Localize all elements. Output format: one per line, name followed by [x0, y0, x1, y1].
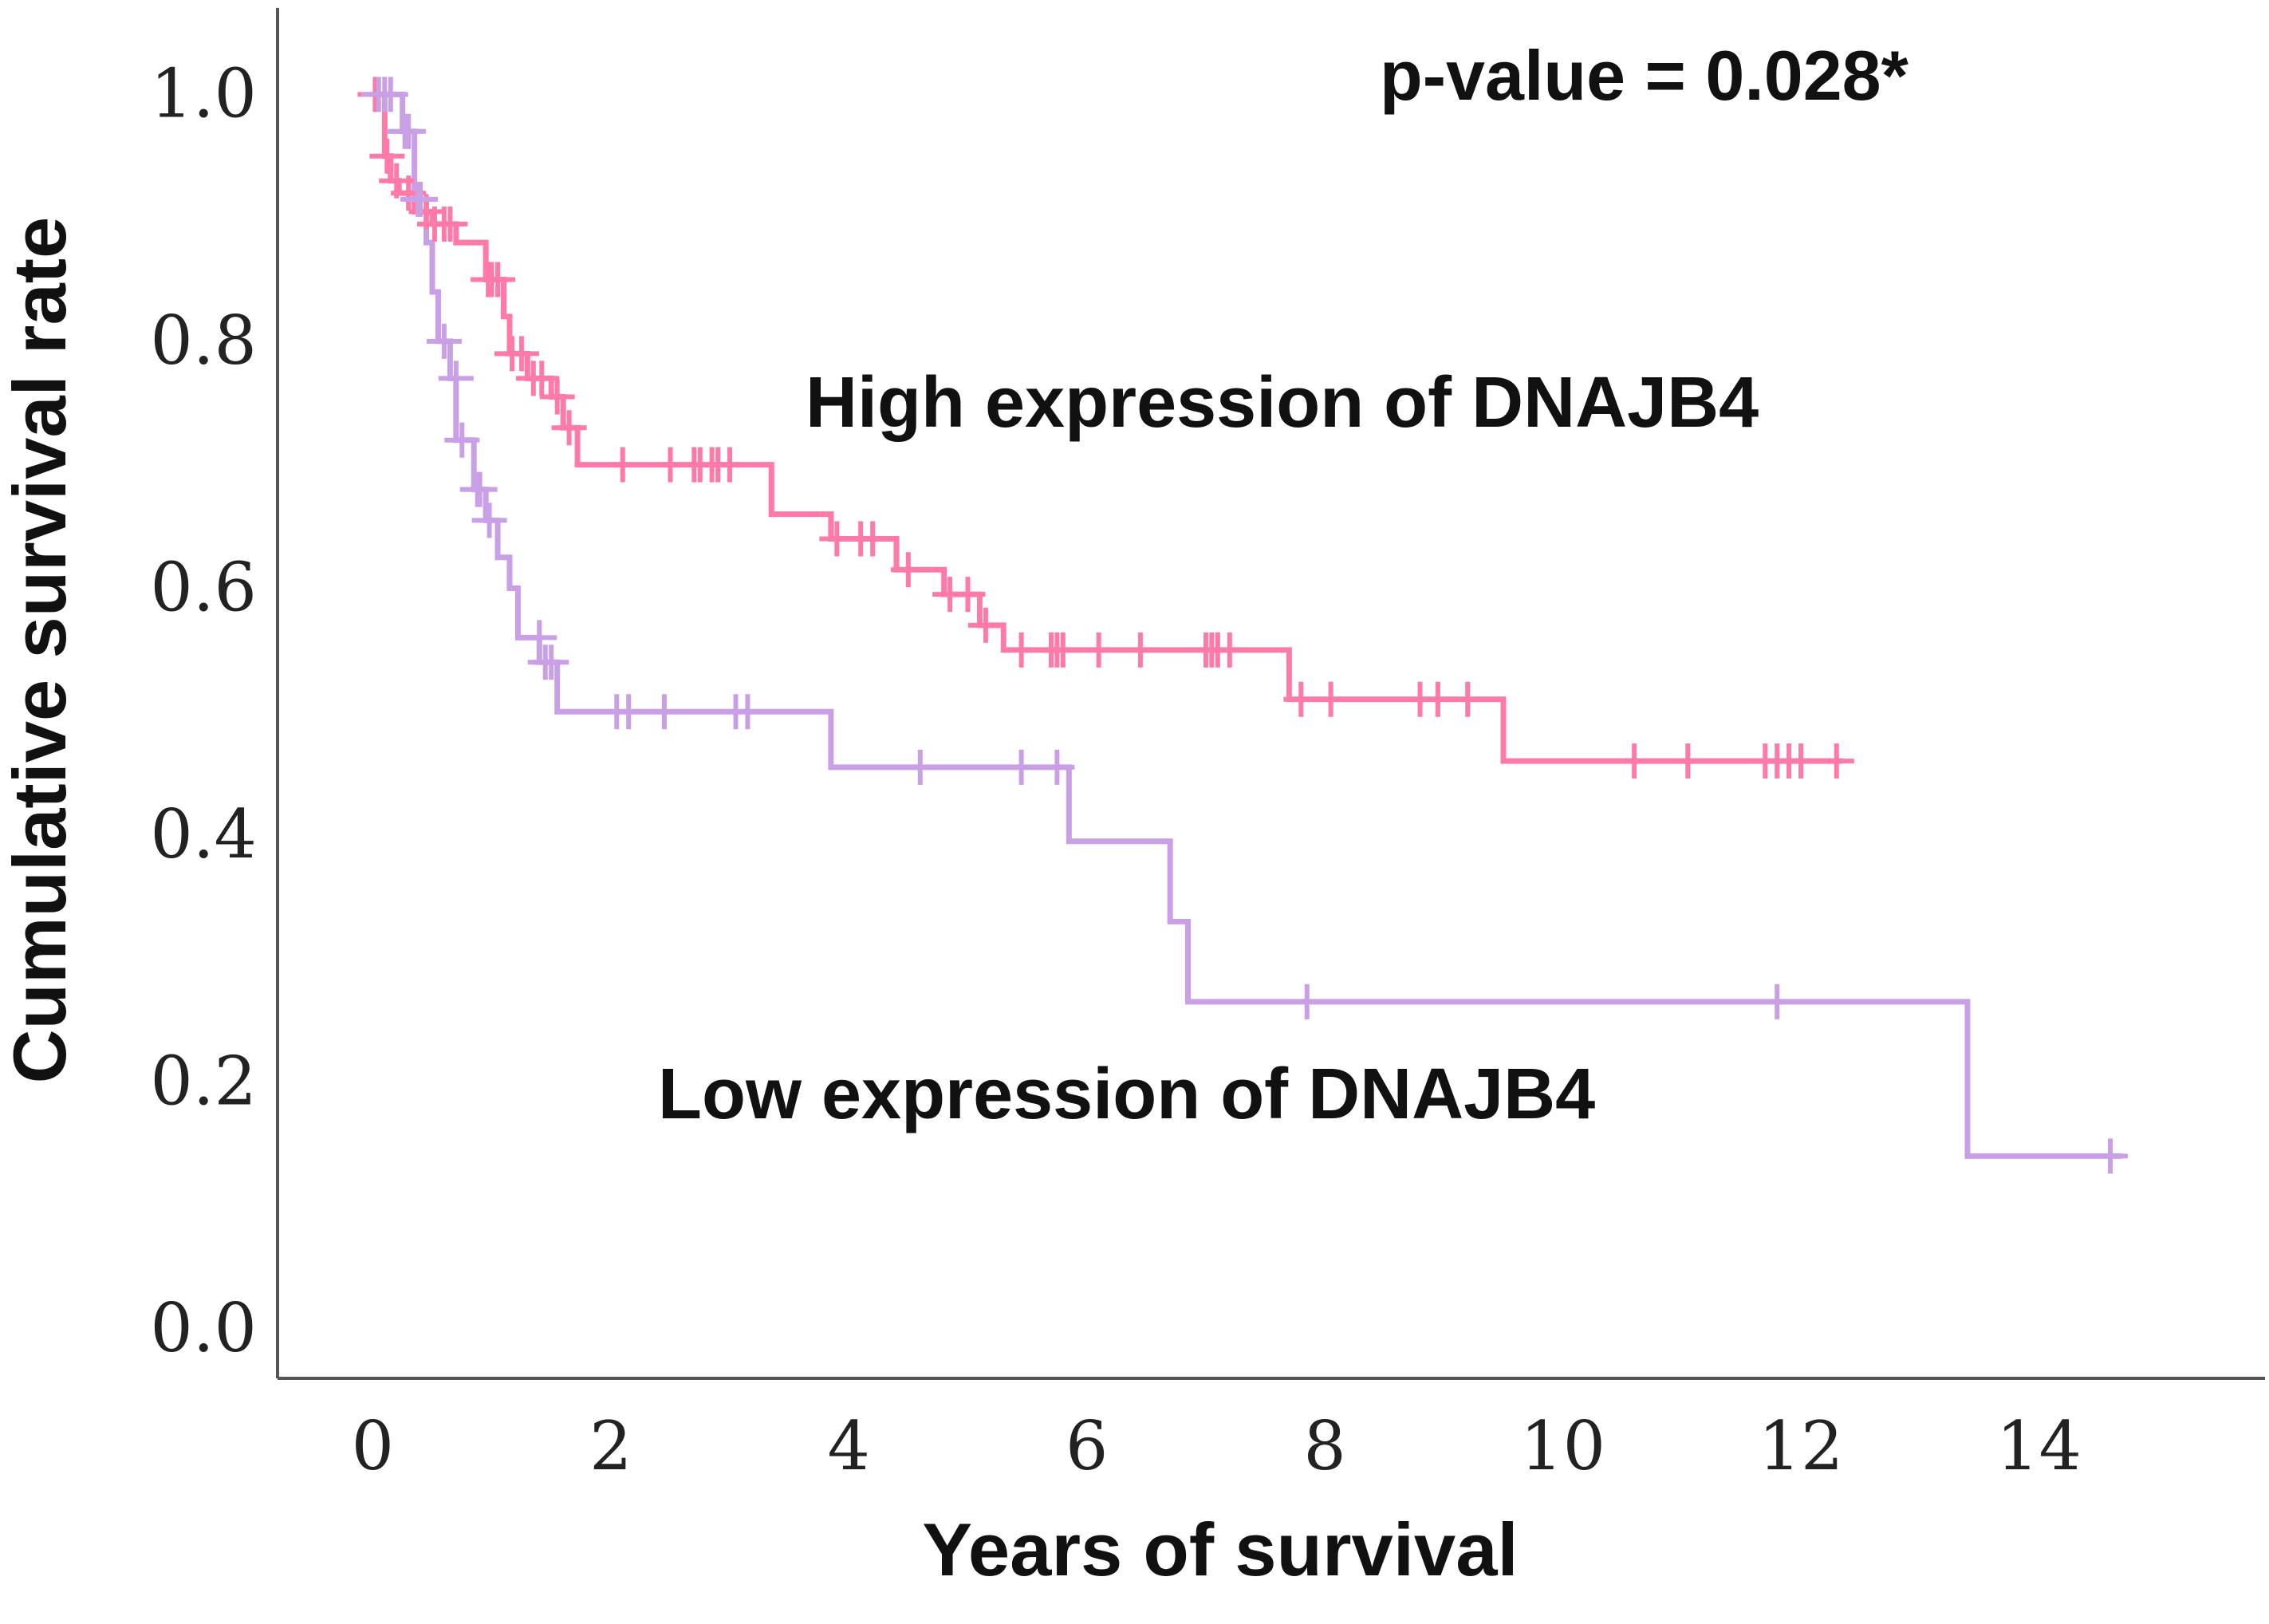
low-censor-mark — [438, 361, 474, 396]
high-censor-mark — [967, 607, 1003, 643]
low-censor-mark — [403, 181, 439, 217]
high-censor-mark — [890, 552, 926, 588]
low-censor-mark — [391, 113, 427, 149]
high-censor-mark — [1283, 681, 1319, 717]
y-tick-label: 1.0 — [150, 54, 257, 132]
high-censor-mark — [524, 361, 560, 396]
high-censor-mark — [855, 521, 891, 557]
low-censor-mark — [444, 422, 480, 458]
x-axis-title: Years of survival — [922, 1508, 1518, 1591]
low-censor-mark — [1039, 749, 1075, 785]
x-tick-label: 4 — [828, 1407, 870, 1485]
high-censor-mark — [605, 447, 640, 483]
y-axis-title: Cumulative survival rate — [0, 217, 81, 1084]
low-censor-mark — [730, 694, 766, 730]
low-censor-mark — [646, 694, 682, 730]
x-tick-label: 8 — [1303, 1407, 1345, 1485]
low-censor-mark — [1759, 983, 1795, 1019]
high-censor-mark — [551, 410, 587, 446]
low-censor-mark — [471, 503, 507, 538]
high-censor-mark — [1211, 632, 1247, 668]
y-tick-label: 0.2 — [150, 1043, 257, 1121]
y-tick-labels: 0.0 0.2 0.4 0.6 0.8 1.0 — [150, 54, 257, 1367]
high-censor-mark — [1783, 743, 1819, 779]
x-tick-label: 0 — [352, 1407, 394, 1485]
high-censor-mark — [1818, 743, 1854, 779]
high-censor-mark — [1081, 632, 1117, 668]
low-censor-mark — [426, 323, 462, 359]
x-tick-label: 6 — [1066, 1407, 1108, 1485]
y-tick-label: 0.4 — [150, 795, 257, 873]
high-censor-mark — [1617, 743, 1653, 779]
high-censor-mark — [432, 206, 468, 242]
high-censor-mark — [369, 138, 405, 174]
axes — [276, 8, 2265, 1380]
x-tick-label: 12 — [1759, 1407, 1844, 1485]
low-censor-mark — [611, 694, 647, 730]
low-censor-mark — [462, 471, 498, 507]
high-expression-label: High expression of DNAJB4 — [806, 363, 1759, 443]
y-tick-label: 0.8 — [150, 302, 257, 380]
low-censor-mark — [2093, 1138, 2129, 1174]
low-censor-mark — [1289, 983, 1325, 1019]
x-tick-label: 2 — [589, 1407, 632, 1485]
high-censor-mark — [1670, 743, 1706, 779]
high-censor-mark — [1045, 632, 1081, 668]
low-censor-mark — [522, 620, 557, 656]
high-censor-mark — [1003, 632, 1039, 668]
x-tick-label: 10 — [1520, 1407, 1605, 1485]
high-censor-mark — [1450, 681, 1486, 717]
censor-marks — [357, 77, 2129, 1174]
y-tick-label: 0.6 — [150, 548, 257, 626]
p-value-annotation: p-value = 0.028* — [1380, 36, 1909, 115]
high-censor-mark — [480, 262, 516, 298]
high-censor-mark — [503, 336, 539, 372]
low-censor-mark — [534, 644, 569, 680]
low-expression-curve — [372, 91, 2122, 1159]
high-censor-mark — [712, 447, 748, 483]
x-tick-label: 14 — [1996, 1407, 2082, 1485]
high-censor-mark — [1122, 632, 1158, 668]
low-expression-label: Low expression of DNAJB4 — [658, 1054, 1595, 1134]
high-censor-mark — [950, 577, 986, 613]
low-censor-mark — [372, 77, 408, 112]
high-censor-mark — [1420, 681, 1456, 717]
low-censor-mark — [1003, 749, 1039, 785]
x-tick-labels: 0 2 4 6 8 10 12 14 — [352, 1407, 2082, 1485]
y-tick-label: 0.0 — [150, 1289, 257, 1367]
high-censor-mark — [539, 379, 575, 415]
survival-curves — [372, 91, 2122, 1159]
low-censor-mark — [902, 749, 938, 785]
high-censor-mark — [1313, 681, 1349, 717]
